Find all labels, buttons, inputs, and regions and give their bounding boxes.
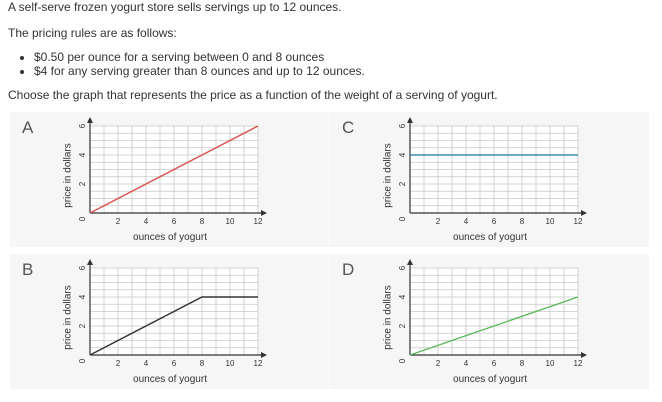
graph-c: 2 4 6 8 10 12 2 4 6 0 ounces of yogurt price in dol… — [383, 117, 587, 243]
y-axis-label: price in dollars — [63, 143, 74, 207]
x-axis-arrow — [261, 210, 267, 216]
series-line — [89, 296, 258, 356]
pricing-rules-list: $0.50 per ounce for a serving between 0 … — [20, 50, 365, 78]
answer-choice-a[interactable]: A 2 4 6 8 10 12 2 4 6 0 ounces of yogurt price in d… — [10, 112, 329, 247]
y-tick-label: 4 — [78, 152, 87, 157]
x-tick-label: 12 — [254, 217, 263, 226]
x-tick-label: 2 — [116, 217, 121, 226]
x-tick-label: 2 — [436, 217, 441, 226]
choice-letter: B — [22, 260, 34, 279]
x-axis-label: ounces of yogurt — [133, 374, 207, 385]
y-tick-label: 2 — [78, 181, 87, 186]
x-axis-label: ounces of yogurt — [453, 232, 527, 243]
origin-label: 0 — [398, 216, 407, 221]
x-tick-label: 2 — [116, 359, 121, 368]
pricing-rule: $0.50 per ounce for a serving between 0 … — [34, 50, 365, 64]
origin-label: 0 — [78, 358, 87, 363]
x-axis-label: ounces of yogurt — [453, 374, 527, 385]
y-tick-label: 6 — [398, 123, 407, 128]
graph-d: 2 4 6 8 10 12 2 4 6 0 ounces of yogurt price in dol… — [383, 259, 587, 385]
x-tick-label: 10 — [546, 359, 555, 368]
x-tick-label: 8 — [200, 359, 205, 368]
x-tick-label: 6 — [172, 359, 177, 368]
x-tick-label: 10 — [546, 217, 555, 226]
series-line — [409, 296, 579, 356]
x-tick-label: 8 — [520, 217, 525, 226]
y-tick-label: 4 — [78, 294, 87, 299]
question-prompt: Choose the graph that represents the pri… — [8, 88, 498, 102]
pricing-rule: $4 for any serving greater than 8 ounces… — [34, 64, 365, 78]
graph-a: 2 4 6 8 10 12 2 4 6 0 ounces of yogurt price in dol… — [63, 117, 267, 243]
answer-choice-d[interactable]: D 2 4 6 8 10 12 2 4 6 0 ounces of yogurt price in d… — [330, 254, 649, 389]
y-tick-label: 4 — [398, 152, 407, 157]
x-tick-label: 8 — [200, 217, 205, 226]
x-tick-label: 8 — [520, 359, 525, 368]
x-tick-label: 4 — [464, 359, 469, 368]
choice-letter: A — [22, 118, 34, 137]
choice-letter: D — [342, 260, 355, 279]
x-tick-label: 2 — [436, 359, 441, 368]
y-tick-label: 2 — [398, 181, 407, 186]
origin-label: 0 — [78, 216, 87, 221]
x-axis-arrow — [261, 352, 267, 358]
question-intro: A self-serve frozen yogurt store sells s… — [8, 0, 342, 14]
x-tick-label: 4 — [464, 217, 469, 226]
x-tick-label: 6 — [492, 359, 497, 368]
y-axis-arrow — [407, 259, 413, 265]
y-axis-label: price in dollars — [383, 285, 394, 349]
x-axis-arrow — [581, 352, 587, 358]
y-axis-arrow — [87, 117, 93, 123]
y-tick-label: 4 — [398, 294, 407, 299]
y-axis-label: price in dollars — [383, 143, 394, 207]
y-axis-arrow — [407, 117, 413, 123]
y-tick-label: 6 — [398, 265, 407, 270]
y-tick-label: 6 — [78, 265, 87, 270]
y-tick-label: 2 — [78, 323, 87, 328]
x-tick-label: 10 — [226, 217, 235, 226]
pricing-rules-heading: The pricing rules are as follows: — [8, 26, 177, 40]
x-tick-label: 6 — [492, 217, 497, 226]
x-axis-label: ounces of yogurt — [133, 232, 207, 243]
x-tick-label: 12 — [574, 359, 583, 368]
x-tick-label: 6 — [172, 217, 177, 226]
y-tick-label: 2 — [398, 323, 407, 328]
x-tick-label: 12 — [254, 359, 263, 368]
choice-letter: C — [342, 118, 355, 137]
answer-choice-c[interactable]: C 2 4 6 8 10 12 2 4 6 0 ounces of yogurt price in d… — [330, 112, 649, 247]
origin-label: 0 — [398, 358, 407, 363]
y-tick-label: 6 — [78, 123, 87, 128]
y-axis-label: price in dollars — [63, 285, 74, 349]
x-tick-label: 4 — [144, 217, 149, 226]
y-axis-arrow — [87, 259, 93, 265]
x-tick-label: 12 — [574, 217, 583, 226]
x-tick-label: 10 — [226, 359, 235, 368]
graph-b: 2 4 6 8 10 12 2 4 6 0 ounces of yogurt price in dol… — [63, 259, 267, 385]
x-axis-arrow — [581, 210, 587, 216]
series-line — [89, 125, 259, 214]
x-tick-label: 4 — [144, 359, 149, 368]
answer-choice-b[interactable]: B 2 4 6 8 10 12 2 4 6 0 ounces of yogurt price in d… — [10, 254, 329, 389]
